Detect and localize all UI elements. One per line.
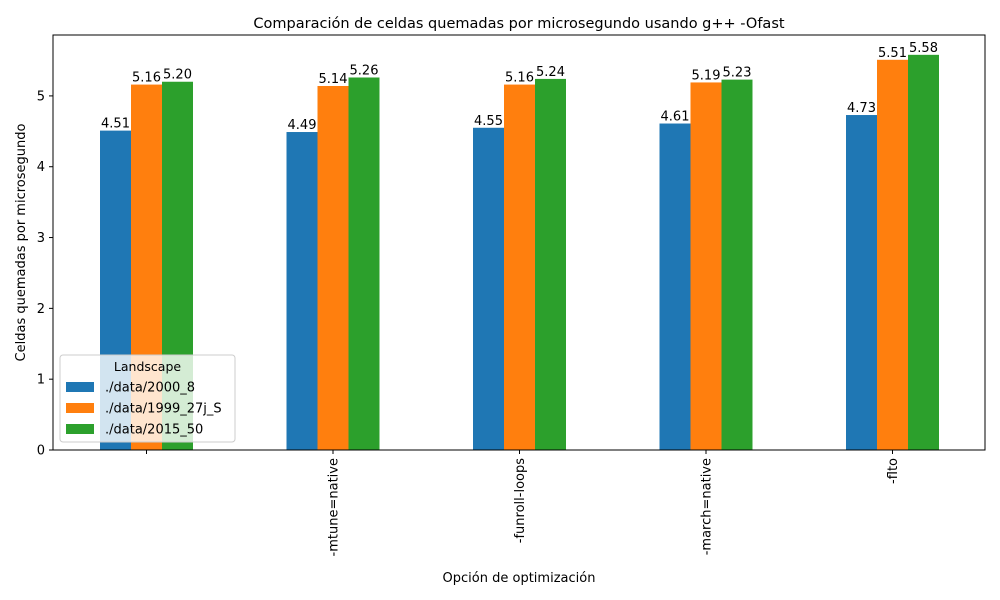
bar-labels-group: 4.51 4.49 4.55 4.61 4.73 5.16 5.14 5.16 5.19 5.51… [101,41,938,133]
bar-series-1-cat-3 [473,127,504,450]
legend-swatch-2 [66,403,94,413]
bar-series-3-cat-5 [908,54,939,451]
bar-series-2-cat-5 [877,59,908,451]
legend-label-1: ./data/2000_8 [105,381,195,396]
bar-value-label: 5.26 [350,63,379,78]
y-tick-label: 0 [37,444,45,459]
bar-value-label: 4.55 [474,114,503,129]
x-tick-label: -march=native [700,458,715,555]
bar-series-2-cat-4 [690,82,722,451]
bar-value-label: 5.58 [909,41,938,56]
bar-value-label: 5.16 [505,71,534,86]
bar-value-label: 5.14 [319,72,348,87]
y-tick-label: 4 [37,160,45,175]
bar-series-2-cat-2 [317,85,349,451]
bar-value-label: 5.20 [163,68,192,83]
bar-value-label: 5.23 [723,66,752,81]
y-tick-label: 5 [37,89,45,104]
legend-items: ./data/2000_8 ./data/1999_27j_S ./data/201… [66,381,222,438]
legend: Landscape ./data/2000_8 ./data/1999_27j_S… [59,354,236,443]
bar-series-1-cat-5 [846,115,877,450]
bar-value-label: 5.16 [132,71,161,86]
bar-value-label: 4.49 [288,118,317,133]
x-axis: -mtune=native -funroll-loops -march=native… [146,450,901,556]
y-axis: 0 1 2 3 4 5 [37,89,53,459]
bar-value-label: 4.51 [101,117,130,132]
x-axis-label: Opción de optimización [443,571,596,586]
bar-value-label: 4.61 [661,110,690,125]
bar-value-label: 5.24 [536,65,565,80]
bar-series-3-cat-3 [535,78,566,451]
legend-title: Landscape [114,359,181,374]
bar-value-label: 4.73 [847,101,876,116]
legend-label-3: ./data/2015_50 [105,423,203,438]
plot-area: 4.51 4.49 4.55 4.61 4.73 5.16 5.14 5.16 5.19 5.51… [37,34,986,556]
legend-swatch-1 [66,382,94,392]
bar-value-label: 5.19 [692,68,721,83]
y-tick-label: 1 [37,373,45,388]
y-axis-label: Celdas quemadas por microsegundo [14,124,29,362]
y-tick-label: 2 [37,302,45,317]
legend-box [59,354,236,443]
bar-series-1-cat-2 [286,132,318,450]
bar-value-label: 5.51 [878,46,907,61]
x-tick-label: -mtune=native [327,458,342,556]
x-tick-label: -funroll-loops [513,458,528,543]
bar-series-1-cat-4 [659,123,691,450]
x-tick-label: -flto [886,458,901,484]
bar-series-2-cat-3 [504,84,535,451]
legend-label-2: ./data/1999_27j_S [105,402,222,417]
bar-series-3-cat-2 [348,77,380,451]
chart-title: Comparación de celdas quemadas por micro… [253,16,784,32]
bars-group [100,54,939,451]
bar-series-3-cat-4 [721,79,753,451]
legend-swatch-3 [66,424,94,434]
y-tick-label: 3 [37,231,45,246]
